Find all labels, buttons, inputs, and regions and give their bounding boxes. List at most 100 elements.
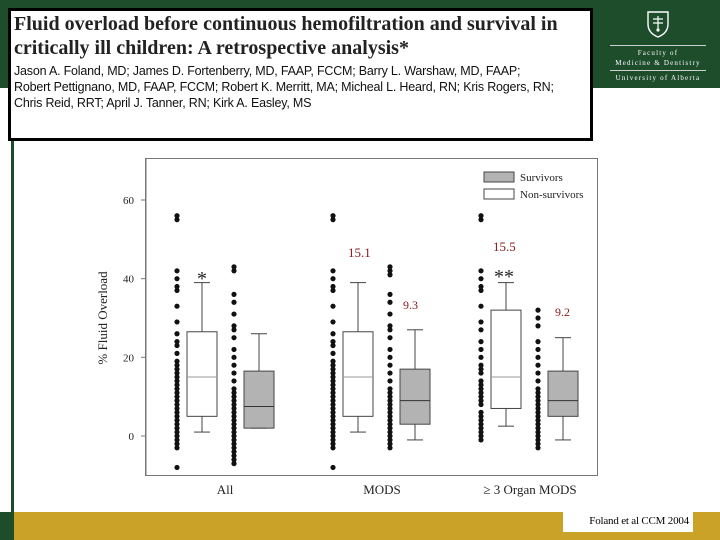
data-point <box>231 323 237 329</box>
data-point <box>387 417 393 423</box>
data-point <box>231 394 237 400</box>
data-point <box>535 441 541 447</box>
paper-header-box <box>8 8 593 141</box>
authors-line-1: Jason A. Foland, MD; James D. Fortenberr… <box>14 64 521 78</box>
data-point <box>174 350 180 356</box>
data-point <box>174 425 180 431</box>
data-point <box>387 394 393 400</box>
data-point <box>387 437 393 443</box>
data-point <box>478 370 484 376</box>
data-point <box>478 429 484 435</box>
data-point <box>330 425 336 431</box>
data-point <box>174 331 180 337</box>
data-point <box>535 307 541 313</box>
data-point <box>330 405 336 412</box>
data-point <box>478 354 484 360</box>
data-point <box>330 287 336 294</box>
annotation-median-3-organ-survivors: 9.2 <box>555 305 570 319</box>
data-point <box>478 366 484 372</box>
box-iqr <box>490 309 522 409</box>
data-point <box>535 433 541 439</box>
logo-rule-bottom <box>610 70 706 71</box>
boxplot-non-survivors <box>174 213 218 433</box>
data-point <box>330 421 336 427</box>
data-point <box>330 268 336 274</box>
authors-line-3: Chris Reid, RRT; April J. Tanner, RN; Ki… <box>14 96 312 110</box>
data-point <box>231 335 237 341</box>
data-point <box>387 390 393 396</box>
paper-title: Fluid overload before continuous hemofil… <box>14 12 594 60</box>
data-point <box>174 374 180 380</box>
data-point <box>478 425 484 431</box>
data-point <box>535 354 541 360</box>
data-point <box>330 362 336 368</box>
legend-label-survivors: Survivors <box>520 172 563 184</box>
data-point <box>174 362 180 368</box>
data-point <box>330 374 336 380</box>
data-point <box>174 413 180 419</box>
logo-text-1: Faculty of <box>637 49 679 57</box>
data-point <box>174 370 180 376</box>
data-point <box>478 378 484 384</box>
data-point <box>174 378 180 384</box>
data-point <box>535 390 541 396</box>
data-point <box>231 445 237 451</box>
data-point <box>387 386 393 392</box>
data-point <box>387 323 393 329</box>
box-iqr <box>186 331 218 417</box>
data-point <box>174 394 180 400</box>
data-point <box>330 398 336 404</box>
data-point <box>478 417 484 423</box>
data-point <box>231 437 237 443</box>
data-point <box>231 405 237 412</box>
y-tick-label: 60 <box>123 195 135 207</box>
data-point <box>387 354 393 360</box>
data-point <box>174 398 180 404</box>
group-label-3-organ-mods: ≥ 3 Organ MODS <box>483 482 576 497</box>
data-point <box>330 350 336 356</box>
slide-footer-right-corner <box>693 512 720 540</box>
data-point <box>478 319 484 325</box>
data-point <box>330 464 336 471</box>
data-point <box>387 445 393 451</box>
data-point <box>387 264 393 270</box>
data-point <box>387 346 393 353</box>
boxplot-survivors <box>387 268 431 441</box>
data-point <box>330 429 336 435</box>
authors-line-2: Robert Pettignano, MD, FAAP, FCCM; Rober… <box>14 80 554 94</box>
legend-swatch-survivors <box>483 171 515 183</box>
data-point <box>478 339 484 345</box>
university-logo: Faculty of Medicine & Dentistry Universi… <box>603 10 713 82</box>
boxplot-survivors <box>547 337 579 441</box>
data-point <box>174 358 180 364</box>
data-point <box>535 421 541 427</box>
box-iqr <box>399 368 431 425</box>
data-point <box>231 386 237 392</box>
data-point <box>478 287 484 294</box>
y-tick-label: 0 <box>129 431 135 443</box>
data-point <box>535 378 541 384</box>
data-point <box>231 370 237 376</box>
data-point <box>174 401 180 408</box>
box-iqr <box>342 331 374 417</box>
outlier-point <box>478 213 484 219</box>
data-point <box>330 394 336 400</box>
data-point <box>478 346 484 353</box>
data-point <box>478 283 484 290</box>
data-point <box>231 398 237 404</box>
data-point <box>330 417 336 423</box>
annotation-median-all-nonsurvivors: 15.1 <box>348 245 371 260</box>
boxplot-survivors <box>231 268 275 467</box>
data-point <box>330 378 336 384</box>
data-point <box>387 291 393 297</box>
data-point <box>535 437 541 443</box>
data-point <box>387 335 393 341</box>
data-point <box>330 276 336 282</box>
paper-title-line-1: Fluid overload before continuous hemofil… <box>14 13 558 35</box>
boxplot-non-survivors <box>478 213 522 427</box>
data-point <box>478 362 484 368</box>
slide-left-border <box>0 88 14 512</box>
data-point <box>535 401 541 408</box>
data-point <box>330 433 336 439</box>
